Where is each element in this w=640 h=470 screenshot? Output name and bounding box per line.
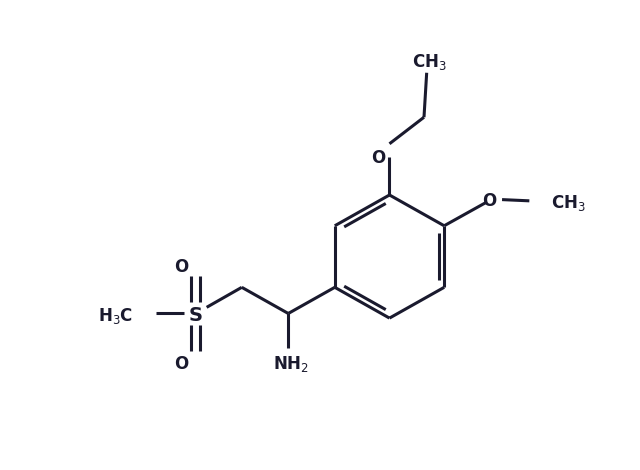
Text: NH$_2$: NH$_2$ bbox=[273, 354, 308, 374]
Text: O: O bbox=[174, 258, 189, 276]
Text: O: O bbox=[174, 355, 189, 373]
Text: S: S bbox=[188, 306, 202, 325]
Text: CH$_3$: CH$_3$ bbox=[412, 52, 447, 72]
Text: O: O bbox=[372, 149, 386, 167]
Text: H$_3$C: H$_3$C bbox=[98, 306, 133, 326]
Text: O: O bbox=[483, 192, 497, 210]
Text: CH$_3$: CH$_3$ bbox=[552, 193, 586, 213]
